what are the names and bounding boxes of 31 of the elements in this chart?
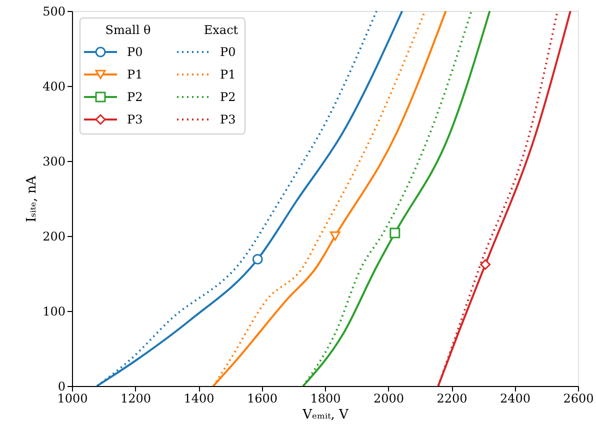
- y-tick-label: 500: [42, 4, 66, 18]
- x-tick-label: 2400: [500, 392, 531, 406]
- x-tick-label: 1000: [57, 392, 88, 406]
- point: [480, 259, 491, 270]
- x-tick-label: 1400: [184, 392, 214, 406]
- point: [390, 228, 400, 238]
- x-tick-label: 2200: [436, 392, 468, 406]
- x-tick-label: 2000: [373, 392, 404, 406]
- y-axis-title: Iₛᵢₜₑ, nA: [24, 175, 40, 222]
- point: [252, 254, 263, 264]
- legend-label: P0: [220, 45, 236, 59]
- x-tick-label: 1600: [246, 392, 278, 406]
- y-tick-label: 0: [58, 380, 66, 394]
- legend-label: P0: [127, 45, 143, 59]
- x-axis-title: Vₑₘᵢₜ, V: [302, 408, 350, 422]
- text: Exact: [204, 23, 238, 37]
- x-tick-label: 1800: [310, 392, 341, 406]
- x-tick-label: 2600: [563, 392, 594, 406]
- x-tick-label: 1200: [120, 392, 152, 406]
- legend-label: P1: [220, 68, 236, 82]
- legend-label: P2: [127, 90, 143, 104]
- y-tick-label: 300: [42, 154, 66, 168]
- legend-label: P2: [220, 90, 236, 104]
- y-tick-label: 100: [42, 304, 66, 318]
- legend-label: P1: [127, 68, 143, 82]
- legend-label: P3: [127, 112, 143, 126]
- y-tick-label: 400: [42, 80, 66, 94]
- legend-label: P3: [220, 112, 236, 126]
- point: [330, 231, 340, 241]
- text: Small θ: [105, 23, 151, 37]
- y-tick-label: 200: [42, 230, 66, 244]
